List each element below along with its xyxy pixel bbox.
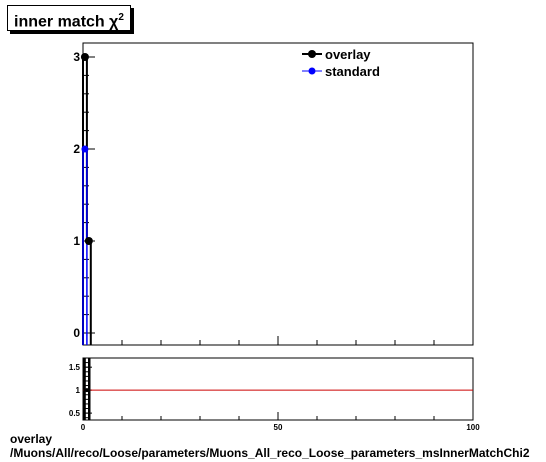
footer-line-path: /Muons/All/reco/Loose/parameters/Muons_A…	[10, 446, 530, 460]
ratio-frame	[82, 357, 474, 421]
plot-title-superscript: 2	[118, 12, 124, 23]
legend-label: standard	[325, 64, 380, 79]
ratio-y-tick-label: 0.5	[69, 409, 81, 418]
ratio-x-tick-label: 50	[274, 423, 283, 432]
y-tick-label: 3	[73, 50, 80, 64]
y-tick-label: 2	[73, 142, 80, 156]
y-tick-label: 0	[73, 326, 80, 340]
ratio-chart-panel: 0.5 1 1.5 0 50 100	[69, 357, 480, 432]
main-chart-panel: 0 1 2 3 overlay standard	[73, 42, 474, 346]
legend-label: overlay	[325, 47, 371, 62]
ratio-y-tick-label: 1.5	[69, 363, 81, 372]
plot-title-text: inner match χ	[14, 13, 119, 31]
y-tick-label: 1	[73, 234, 80, 248]
standard-histogram-outline	[82, 148, 88, 345]
ratio-y-tick-label: 1	[76, 386, 81, 395]
main-frame	[82, 42, 474, 346]
overlay-data-point	[80, 53, 89, 61]
plot-title: inner match χ2	[7, 5, 131, 31]
ratio-x-tick-label: 100	[466, 423, 480, 432]
overlay-data-point	[84, 237, 93, 245]
footer-line-overlay: overlay	[10, 432, 53, 446]
ratio-x-tick-label: 0	[81, 423, 86, 432]
legend-marker	[308, 50, 316, 58]
standard-data-point	[81, 145, 89, 153]
legend-marker	[308, 67, 316, 75]
ratio-data-point	[84, 388, 89, 393]
